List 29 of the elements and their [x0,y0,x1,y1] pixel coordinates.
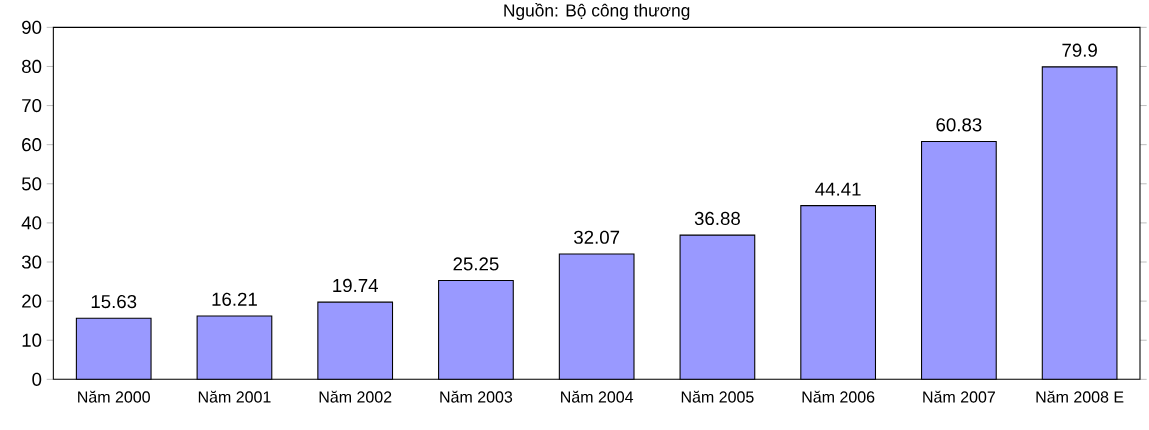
x-tick-label: Năm 2007 [923,390,995,403]
x-tick-label: Năm 2005 [681,390,754,403]
data-label: 25.25 [453,257,499,271]
y-tick-label: 60 [22,138,42,152]
y-tick-label: 20 [22,294,42,308]
y-tick-label: 30 [21,255,42,269]
chart-title: Nguồn: Bộ công thương [504,3,690,20]
y-tick-label: 40 [21,216,42,230]
y-tick-label: 70 [22,98,42,113]
data-label: 36.88 [694,211,740,226]
data-label: 44.41 [815,182,861,196]
y-tick-label: 80 [22,59,42,74]
data-label: 60.83 [936,118,982,132]
x-tick-label: Năm 2008 E [1036,390,1124,403]
y-tick-label: 0 [32,372,42,386]
x-tick-label: Năm 2000 [78,390,150,403]
x-tick-label: Năm 2003 [440,390,513,403]
data-label: 32.07 [574,230,620,244]
data-label: 19.74 [333,278,378,293]
data-label: 79.9 [1062,43,1097,57]
x-tick-label: Năm 2006 [802,390,875,403]
x-tick-label: Năm 2002 [319,390,392,403]
data-label: 15.63 [91,294,137,309]
y-tick-label: 90 [22,20,42,34]
x-tick-label: Năm 2004 [561,390,634,403]
x-tick-label: Năm 2001 [198,390,271,403]
data-label: 16.21 [212,292,257,306]
y-tick-label: 50 [21,177,42,191]
y-tick-label: 10 [22,333,42,347]
